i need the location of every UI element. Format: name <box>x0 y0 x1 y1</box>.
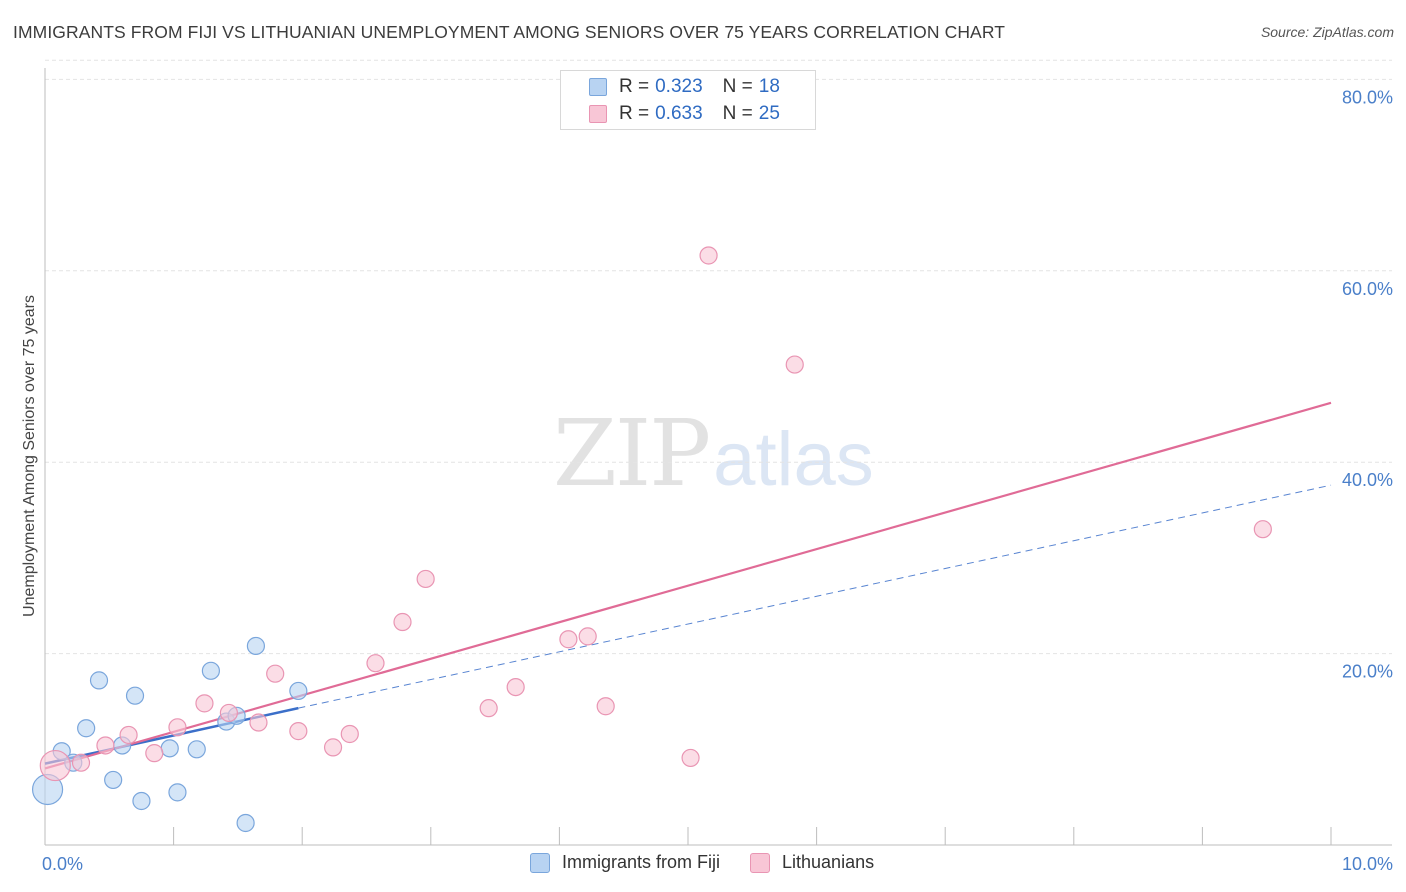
n-label: N = <box>722 103 753 124</box>
point-lithuanians <box>195 694 214 713</box>
point-fiji <box>104 770 123 790</box>
point-fiji <box>89 671 109 690</box>
point-lithuanians <box>559 630 578 649</box>
tick-labels: 20.0% 40.0% 60.0% 80.0% 0.0% 10.0% <box>42 87 1393 874</box>
point-lithuanians <box>366 654 385 673</box>
r-label: R = <box>619 103 650 124</box>
point-fiji <box>132 791 151 811</box>
point-lithuanians <box>578 627 597 646</box>
legend-row-lithuanians: R = 0.633 N = 25 <box>561 101 780 127</box>
point-fiji <box>236 813 255 833</box>
lithuanians-swatch <box>589 105 607 123</box>
point-lithuanians <box>506 677 525 697</box>
point-lithuanians <box>393 612 412 632</box>
point-lithuanians <box>168 718 187 737</box>
n-value: 25 <box>758 103 780 124</box>
axes <box>44 68 1392 846</box>
series-legend: Immigrants from Fiji Lithuanians <box>530 852 904 873</box>
point-lithuanians <box>1253 520 1272 539</box>
point-lithuanians <box>681 748 700 768</box>
fiji-swatch <box>589 78 607 96</box>
point-lithuanians <box>39 749 71 782</box>
point-lithuanians <box>119 725 138 745</box>
point-fiji <box>187 740 206 759</box>
point-fiji <box>160 739 179 758</box>
legend-item-fiji[interactable]: Immigrants from Fiji <box>530 852 720 873</box>
gridlines <box>45 59 1392 655</box>
r-value: 0.633 <box>655 103 703 124</box>
point-lithuanians <box>785 355 804 374</box>
legend-item-lithuanians[interactable]: Lithuanians <box>750 852 874 873</box>
point-lithuanians <box>145 744 164 763</box>
point-lithuanians <box>71 753 91 772</box>
point-lithuanians <box>699 246 718 265</box>
x-tick-label: 10.0% <box>1342 854 1393 874</box>
point-lithuanians <box>340 724 359 744</box>
point-fiji <box>289 681 308 701</box>
correlation-legend: R = 0.323 N = 18 R = 0.633 N = 25 <box>560 70 816 130</box>
legend-label-lithuanians: Lithuanians <box>782 852 875 872</box>
point-lithuanians <box>323 738 343 757</box>
y-tick-label: 20.0% <box>1342 662 1393 682</box>
r-label: R = <box>619 76 650 97</box>
point-lithuanians <box>416 569 435 589</box>
point-lithuanians <box>289 722 308 741</box>
legend-label-fiji: Immigrants from Fiji <box>562 852 721 872</box>
data-points <box>31 246 1272 833</box>
chart-title: IMMIGRANTS FROM FIJI VS LITHUANIAN UNEMP… <box>13 22 1006 42</box>
fiji-swatch <box>530 852 550 873</box>
source-credit: Source: ZipAtlas.com <box>1260 24 1394 40</box>
point-lithuanians <box>266 664 285 683</box>
point-lithuanians <box>219 703 238 723</box>
point-fiji <box>77 719 96 738</box>
point-lithuanians <box>96 736 115 755</box>
point-lithuanians <box>249 713 268 732</box>
lithuanians-swatch <box>750 852 771 873</box>
point-fiji <box>125 686 145 705</box>
x-tick-label: 0.0% <box>42 854 83 874</box>
y-tick-label: 80.0% <box>1342 87 1393 107</box>
point-fiji <box>246 636 266 656</box>
y-tick-label: 40.0% <box>1342 470 1393 490</box>
trend-line-extension <box>298 484 1332 709</box>
y-tick-label: 60.0% <box>1342 279 1393 299</box>
r-value: 0.323 <box>655 76 703 97</box>
point-fiji <box>201 661 220 680</box>
n-value: 18 <box>758 76 780 97</box>
n-label: N = <box>722 76 753 97</box>
point-lithuanians <box>596 697 615 716</box>
point-lithuanians <box>479 699 498 718</box>
legend-row-fiji: R = 0.323 N = 18 <box>561 74 780 100</box>
trend-line-lithuanians <box>44 401 1332 770</box>
point-fiji <box>168 783 187 802</box>
